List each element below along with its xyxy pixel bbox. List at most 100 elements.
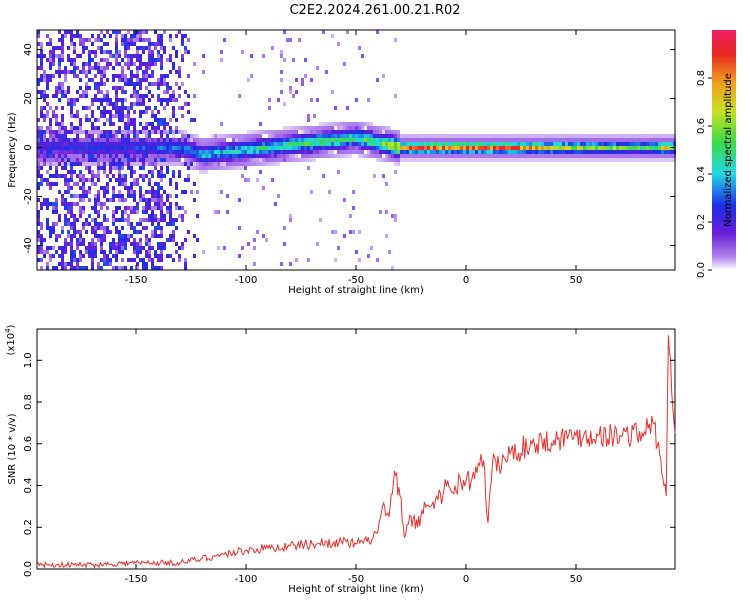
heatmap-cell xyxy=(235,162,238,166)
heatmap-cell xyxy=(505,142,508,146)
heatmap-cell xyxy=(121,102,124,106)
heatmap-cell xyxy=(118,146,121,150)
heatmap-cell xyxy=(343,154,346,158)
heatmap-cell xyxy=(70,130,73,134)
heatmap-cell xyxy=(70,170,73,174)
heatmap-cell xyxy=(43,178,46,182)
heatmap-cell xyxy=(427,150,430,154)
heatmap-cell xyxy=(268,150,271,154)
heatmap-cell xyxy=(229,158,232,162)
heatmap-cell xyxy=(73,66,76,70)
heatmap-cell xyxy=(46,202,49,206)
heatmap-cell xyxy=(160,102,163,106)
heatmap-cell xyxy=(169,202,172,206)
heatmap-cell xyxy=(229,142,232,146)
snr-panel: -150 -100 -50 0 50 0.00.20.40.60.81.0 Height… xyxy=(4,324,676,595)
heatmap-cell xyxy=(316,154,319,158)
heatmap-cell xyxy=(643,134,646,138)
heatmap-cell xyxy=(418,134,421,138)
heatmap-cell xyxy=(73,230,76,234)
heatmap-cell xyxy=(436,142,439,146)
heatmap-cell xyxy=(106,226,109,230)
heatmap-cell xyxy=(73,58,76,62)
heatmap-cell xyxy=(139,98,142,102)
heatmap-cell xyxy=(52,62,55,66)
heatmap-cell xyxy=(274,202,277,206)
heatmap-cell xyxy=(319,122,322,126)
heatmap-cell xyxy=(37,234,40,238)
heatmap-cell xyxy=(166,58,169,62)
heatmap-cell xyxy=(379,158,382,162)
heatmap-cell xyxy=(517,158,520,162)
heatmap-cell xyxy=(436,158,439,162)
heatmap-cell xyxy=(334,138,337,142)
heatmap-cell xyxy=(139,146,142,150)
heatmap-cell xyxy=(97,234,100,238)
heatmap-cell xyxy=(619,154,622,158)
heatmap-cell xyxy=(448,134,451,138)
heatmap-cell xyxy=(100,50,103,54)
y-tick-label: 1.0 xyxy=(23,352,34,368)
heatmap-cell xyxy=(268,142,271,146)
heatmap-cell xyxy=(55,266,58,270)
heatmap-cell xyxy=(292,142,295,146)
heatmap-cell xyxy=(91,174,94,178)
heatmap-cell xyxy=(520,154,523,158)
heatmap-cell xyxy=(148,190,151,194)
heatmap-cell xyxy=(349,230,352,234)
heatmap-cell xyxy=(169,210,172,214)
heatmap-cell xyxy=(109,62,112,66)
heatmap-cell xyxy=(130,74,133,78)
heatmap-cell xyxy=(253,150,256,154)
heatmap-cell xyxy=(379,138,382,142)
heatmap-cell xyxy=(583,142,586,146)
heatmap-cell xyxy=(61,82,64,86)
heatmap-cell xyxy=(160,226,163,230)
heatmap-cell xyxy=(67,102,70,106)
heatmap-cell xyxy=(196,214,199,218)
heatmap-cell xyxy=(103,110,106,114)
heatmap-cell xyxy=(475,154,478,158)
heatmap-cell xyxy=(166,98,169,102)
heatmap-cell xyxy=(58,254,61,258)
heatmap-cell xyxy=(100,158,103,162)
heatmap-cell xyxy=(88,222,91,226)
heatmap-cell xyxy=(202,142,205,146)
heatmap-cell xyxy=(553,134,556,138)
heatmap-cell xyxy=(139,46,142,50)
heatmap-cell xyxy=(145,126,148,130)
heatmap-cell xyxy=(298,150,301,154)
heatmap-cell xyxy=(91,162,94,166)
heatmap-cell xyxy=(373,130,376,134)
heatmap-cell xyxy=(148,90,151,94)
heatmap-cell xyxy=(271,162,274,166)
heatmap-cell xyxy=(280,158,283,162)
heatmap-cell xyxy=(304,150,307,154)
heatmap-cell xyxy=(346,122,349,126)
heatmap-cell xyxy=(76,202,79,206)
heatmap-cell xyxy=(238,254,241,258)
heatmap-cell xyxy=(316,134,319,138)
heatmap-cell xyxy=(334,154,337,158)
heatmap-cell xyxy=(628,142,631,146)
heatmap-cell xyxy=(514,134,517,138)
heatmap-cell xyxy=(79,174,82,178)
heatmap-cell xyxy=(181,218,184,222)
heatmap-cell xyxy=(199,166,202,170)
heatmap-cell xyxy=(151,214,154,218)
heatmap-cell xyxy=(313,154,316,158)
heatmap-cell xyxy=(55,198,58,202)
heatmap-cell xyxy=(151,82,154,86)
heatmap-cell xyxy=(103,74,106,78)
heatmap-cell xyxy=(331,138,334,142)
heatmap-cell xyxy=(631,154,634,158)
heatmap-cell xyxy=(127,222,130,226)
heatmap-cell xyxy=(73,162,76,166)
heatmap-cell xyxy=(154,226,157,230)
heatmap-cell xyxy=(88,54,91,58)
heatmap-cell xyxy=(142,150,145,154)
heatmap-cell xyxy=(88,146,91,150)
heatmap-cell xyxy=(430,134,433,138)
heatmap-cell xyxy=(136,98,139,102)
heatmap-cell xyxy=(172,66,175,70)
